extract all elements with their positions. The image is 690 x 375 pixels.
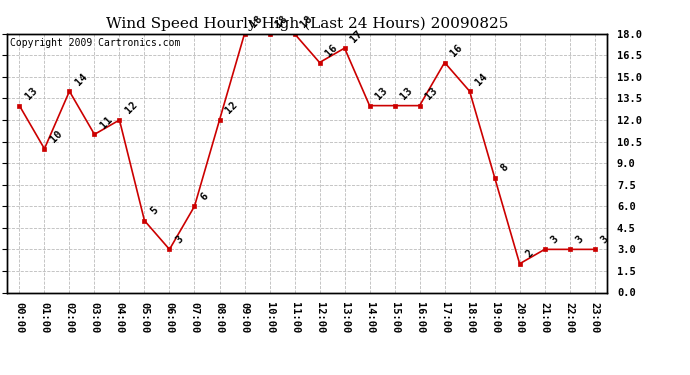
Text: 18: 18: [299, 13, 315, 30]
Text: 13: 13: [23, 86, 39, 102]
Text: 14: 14: [74, 71, 90, 87]
Text: 10: 10: [48, 129, 64, 145]
Text: 5: 5: [148, 205, 160, 216]
Text: 18: 18: [274, 13, 290, 30]
Text: 6: 6: [199, 190, 210, 202]
Title: Wind Speed Hourly High (Last 24 Hours) 20090825: Wind Speed Hourly High (Last 24 Hours) 2…: [106, 17, 509, 31]
Text: 17: 17: [348, 28, 364, 44]
Text: 12: 12: [124, 100, 139, 116]
Text: 13: 13: [424, 86, 440, 102]
Text: 3: 3: [574, 234, 585, 245]
Text: 14: 14: [474, 71, 490, 87]
Text: 3: 3: [599, 234, 611, 245]
Text: 3: 3: [174, 234, 185, 245]
Text: 2: 2: [524, 248, 535, 259]
Text: Copyright 2009 Cartronics.com: Copyright 2009 Cartronics.com: [10, 38, 180, 48]
Text: 12: 12: [224, 100, 239, 116]
Text: 18: 18: [248, 13, 264, 30]
Text: 16: 16: [324, 42, 339, 58]
Text: 16: 16: [448, 42, 464, 58]
Text: 3: 3: [549, 234, 560, 245]
Text: 13: 13: [399, 86, 415, 102]
Text: 13: 13: [374, 86, 390, 102]
Text: 11: 11: [99, 114, 115, 130]
Text: 8: 8: [499, 162, 511, 173]
